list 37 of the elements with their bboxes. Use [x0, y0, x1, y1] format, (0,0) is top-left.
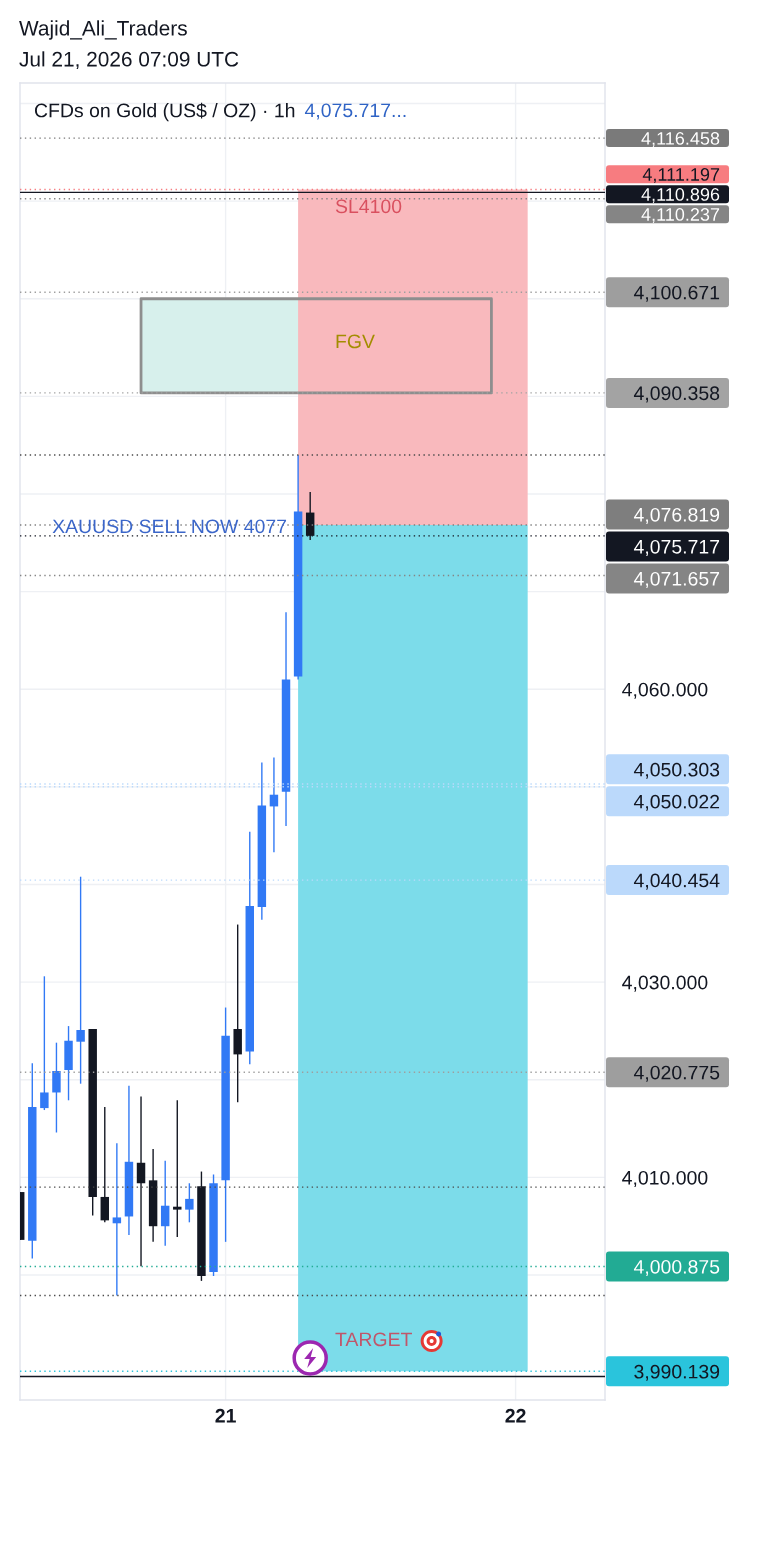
ref-line-label: 4,090.358	[633, 386, 720, 403]
ref-line-label: 4,100.671	[633, 285, 720, 302]
text: 4,075.717...	[304, 103, 406, 120]
ref-line-label: 4,116.458	[641, 132, 720, 147]
ref-line-label: 4,075.717	[633, 539, 720, 556]
candlestick	[40, 975, 49, 1111]
annotation: XAUUSD SELL NOW 4077	[52, 519, 287, 534]
text: CFDs on Gold (US$ / OZ) · 1h	[34, 102, 295, 122]
ref-line-label: 4,050.022	[633, 794, 720, 811]
candlestick	[185, 1182, 194, 1224]
ref-line-label: 3,990.139	[634, 1364, 720, 1381]
y-tick-label: 4,010.000	[622, 1170, 708, 1187]
ref-line-label: 4,071.657	[633, 571, 720, 588]
candlestick	[173, 1099, 182, 1238]
x-tick-label: 22	[505, 1408, 526, 1423]
text: Wajid_Ali_Traders	[19, 20, 187, 40]
y-tick-label: 4,030.000	[622, 975, 708, 992]
candlestick	[52, 1041, 61, 1134]
ref-line-label: 4,110.237	[641, 208, 720, 223]
x-tick-label: 21	[215, 1408, 236, 1423]
annotation: TARGET	[335, 1332, 412, 1347]
candlestick	[112, 1142, 122, 1297]
y-tick-label: 4,060.000	[622, 682, 708, 699]
ref-line-label: 4,050.303	[633, 762, 720, 779]
candlestick	[100, 1106, 110, 1224]
ref-line-label: 4,111.197	[642, 168, 720, 183]
ref-line-label: 4,110.896	[641, 188, 720, 203]
ref-line-label: 4,040.454	[633, 873, 720, 890]
text: Jul 21, 2026 07:09 UTC	[19, 51, 239, 70]
ref-line-label: 4,000.875	[633, 1259, 720, 1277]
annotation: SL4100	[335, 199, 402, 214]
candlestick	[76, 876, 85, 1085]
ref-line-label: 4,076.819	[633, 507, 720, 524]
annotation: FGV	[336, 334, 375, 349]
candlestick	[136, 1095, 146, 1267]
ref-line-label: 4,020.775	[633, 1065, 720, 1082]
candlestick	[160, 1160, 170, 1247]
